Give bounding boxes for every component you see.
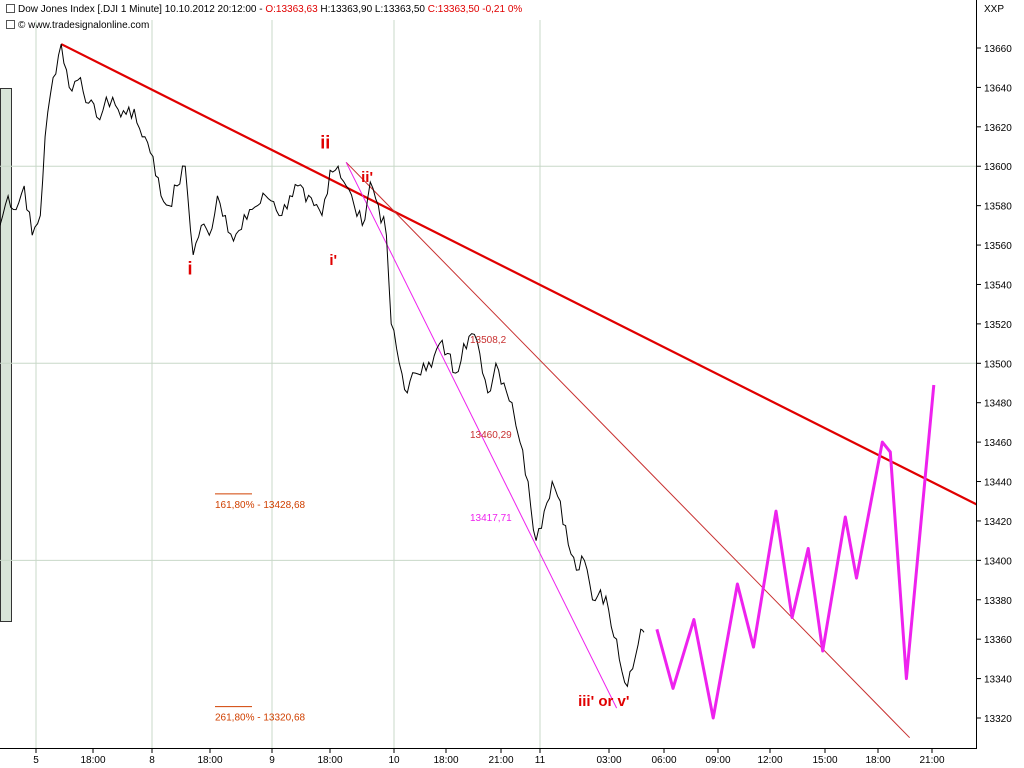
y-tick-label: 13520 bbox=[984, 320, 1012, 331]
y-tick-label: 13400 bbox=[984, 556, 1012, 567]
y-tick-label: 13420 bbox=[984, 517, 1012, 528]
x-tick-label: 06:00 bbox=[651, 755, 676, 766]
wave-label: iii' or v' bbox=[578, 693, 629, 710]
price-level-label: 13417,71 bbox=[470, 513, 512, 524]
x-tick-label: 5 bbox=[33, 755, 39, 766]
source-label: © www.tradesignalonline.com bbox=[18, 20, 150, 31]
y-tick-label: 13440 bbox=[984, 478, 1012, 489]
symbol-label: XXP bbox=[984, 4, 1005, 15]
y-tick-label: 13640 bbox=[984, 83, 1012, 94]
x-tick-label: 9 bbox=[269, 755, 275, 766]
y-tick-label: 13560 bbox=[984, 241, 1012, 252]
checkbox-icon[interactable] bbox=[6, 20, 15, 29]
main-trendline bbox=[60, 43, 976, 506]
x-tick-label: 03:00 bbox=[596, 755, 621, 766]
y-tick-label: 13380 bbox=[984, 596, 1012, 607]
x-tick-label: 18:00 bbox=[197, 755, 222, 766]
trend-lines bbox=[60, 43, 976, 739]
x-tick-label: 09:00 bbox=[705, 755, 730, 766]
x-tick-label: 21:00 bbox=[488, 755, 513, 766]
x-tick-label: 12:00 bbox=[757, 755, 782, 766]
price-change: -0,21 bbox=[482, 4, 506, 15]
x-tick-label: 18:00 bbox=[865, 755, 890, 766]
projection-line bbox=[655, 384, 936, 720]
x-tick-label: 18:00 bbox=[317, 755, 342, 766]
y-tick-label: 13360 bbox=[984, 635, 1012, 646]
ohlc-high: H:13363,90 bbox=[320, 4, 373, 15]
y-tick-label: 13320 bbox=[984, 714, 1012, 725]
fib-level-label: 161,80% - 13428,68 bbox=[215, 500, 306, 511]
ohlc-open: O:13363,63 bbox=[265, 4, 318, 15]
magenta-trendline bbox=[345, 162, 618, 709]
wave-label: ii bbox=[320, 133, 330, 153]
fib-levels: 161,80% - 13428,68 261,80% - 13320,68 bbox=[215, 493, 306, 724]
y-tick-label: 13460 bbox=[984, 438, 1012, 449]
y-tick-label: 13600 bbox=[984, 162, 1012, 173]
y-axis-line bbox=[976, 0, 977, 748]
chart-header: Dow Jones Index [.DJI 1 Minute] 10.10.20… bbox=[6, 4, 522, 15]
horizontal-gridlines bbox=[0, 165, 976, 561]
wave-label: ii' bbox=[361, 169, 373, 186]
x-axis-line bbox=[0, 748, 977, 749]
wave-label: i bbox=[187, 259, 192, 279]
y-tick-label: 13500 bbox=[984, 359, 1012, 370]
x-axis-ticks: 5 18:00 8 18:00 9 18:00 10 18:00 21:00 11 03:00 06:… bbox=[33, 748, 945, 766]
y-tick-label: 13660 bbox=[984, 44, 1012, 55]
data-source: © www.tradesignalonline.com bbox=[6, 20, 149, 31]
x-tick-label: 18:00 bbox=[433, 755, 458, 766]
x-tick-label: 21:00 bbox=[919, 755, 944, 766]
fib-level-label: 261,80% - 13320,68 bbox=[215, 713, 306, 724]
y-tick-label: 13340 bbox=[984, 675, 1012, 686]
y-tick-label: 13540 bbox=[984, 280, 1012, 291]
price-level-label: 13508,2 bbox=[470, 335, 507, 346]
y-axis-ticks: 13320 13340 13360 13380 13400 13420 13440 13460… bbox=[976, 44, 1012, 725]
instrument-info: Dow Jones Index [.DJI 1 Minute] 10.10.20… bbox=[18, 4, 266, 15]
x-tick-label: 11 bbox=[535, 755, 546, 766]
price-line bbox=[0, 43, 645, 688]
y-tick-label: 13620 bbox=[984, 123, 1012, 134]
minimize-box-icon[interactable] bbox=[6, 4, 15, 13]
wave-label: i' bbox=[329, 252, 337, 269]
x-tick-label: 15:00 bbox=[812, 755, 837, 766]
thin-trendline bbox=[345, 161, 911, 739]
data-series bbox=[0, 43, 936, 720]
x-tick-label: 10 bbox=[388, 755, 400, 766]
y-tick-label: 13480 bbox=[984, 399, 1012, 410]
x-tick-label: 8 bbox=[149, 755, 155, 766]
side-panel-handle[interactable] bbox=[0, 88, 12, 622]
ohlc-low: L:13363,50 bbox=[374, 4, 425, 15]
y-tick-label: 13580 bbox=[984, 202, 1012, 213]
x-tick-label: 18:00 bbox=[80, 755, 105, 766]
vertical-gridlines bbox=[35, 20, 541, 748]
price-level-label: 13460,29 bbox=[470, 430, 512, 441]
price-change-pct: 0% bbox=[507, 4, 523, 15]
ohlc-close: C:13363,50 bbox=[427, 4, 480, 15]
